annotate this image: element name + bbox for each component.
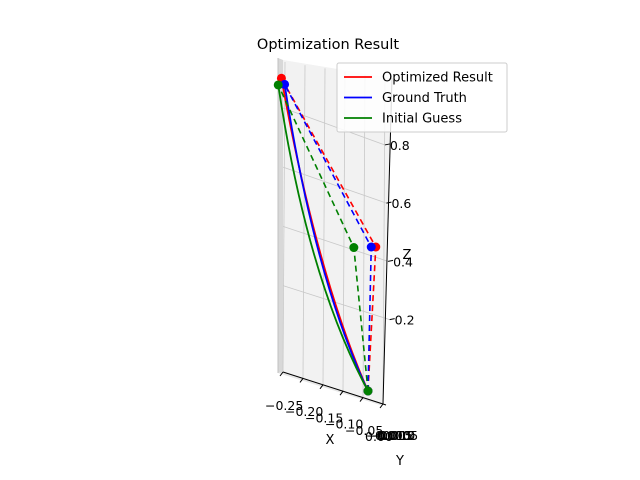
- legend-label: Optimized Result: [382, 71, 493, 86]
- y-tick-label: −0.005: [372, 428, 418, 443]
- x-tick-mark: [359, 397, 364, 402]
- series-point: [363, 386, 373, 396]
- series-point: [349, 243, 359, 253]
- y-tick-label: 0.000: [375, 428, 411, 443]
- z-axis-label: Z: [403, 248, 412, 263]
- x-grid-line: [282, 61, 286, 373]
- x-axis-ticks: −0.25−0.20−0.15−0.10−0.050.00: [265, 371, 393, 444]
- legend: Optimized Result Ground Truth Initial Gues…: [336, 62, 508, 133]
- chart-title: Optimization Result: [257, 37, 399, 53]
- z-tick-mark: [387, 259, 394, 262]
- x-tick-mark: [379, 403, 384, 409]
- x-tick-mark: [319, 384, 324, 390]
- series-point: [273, 80, 283, 90]
- z-axis-ticks: 0.2 0.4 0.6 0.8: [384, 138, 415, 328]
- y-tick-label: −0.015: [366, 428, 412, 443]
- legend-frame: [336, 62, 508, 133]
- y-tick-label: −0.010: [369, 428, 415, 443]
- x-tick-label: 0.00: [365, 429, 393, 444]
- x-axis-label: X: [326, 433, 335, 448]
- y-tick-label: 0.005: [378, 428, 414, 443]
- x-grid-line: [322, 68, 326, 385]
- x-tick-label: −0.20: [285, 404, 323, 419]
- series-point: [366, 242, 376, 252]
- y-axis-label: Y: [395, 454, 404, 469]
- z-tick-label: 0.2: [395, 313, 415, 328]
- x-tick-label: −0.10: [325, 417, 363, 432]
- z-tick-label: 0.6: [391, 196, 411, 211]
- z-tick-mark: [384, 143, 390, 146]
- x-tick-label: −0.25: [265, 398, 303, 413]
- x-tick-mark: [279, 371, 284, 377]
- legend-label: Ground Truth: [382, 91, 467, 106]
- x-tick-mark: [299, 378, 304, 383]
- z-tick-mark: [389, 318, 395, 321]
- series-2: [273, 80, 373, 396]
- z-tick-mark: [386, 201, 392, 204]
- x-tick-label: −0.05: [345, 423, 383, 438]
- z-tick-label: 0.4: [393, 254, 413, 269]
- z-tick-label: 0.8: [390, 138, 410, 153]
- series-solid-path: [277, 84, 369, 392]
- x-grid-line: [302, 65, 306, 379]
- x-tick-label: −0.15: [305, 410, 343, 425]
- data-series: [273, 73, 381, 396]
- legend-label: Initial Guess: [382, 112, 462, 127]
- x-tick-mark: [339, 390, 344, 396]
- series-solid-path: [283, 84, 369, 392]
- z-grid-line: [282, 285, 390, 320]
